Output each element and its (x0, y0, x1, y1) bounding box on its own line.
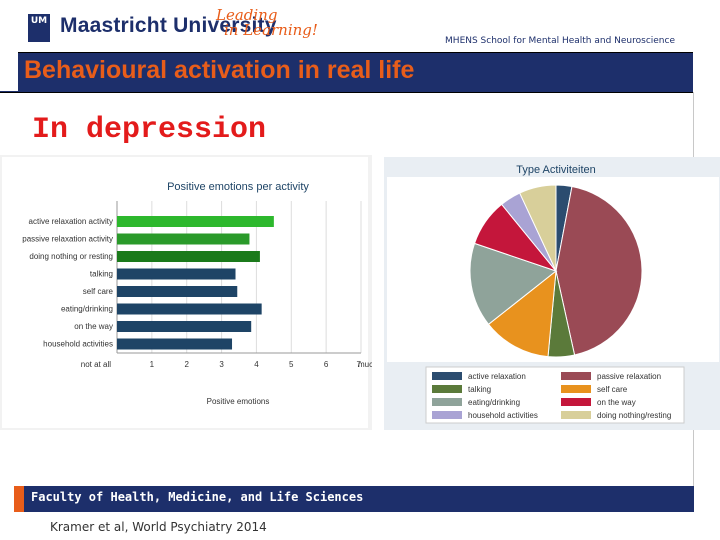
pie-legend-label: active relaxation (468, 372, 526, 381)
bar-tick-label: 5 (289, 360, 294, 369)
bar-tick-label: much (358, 360, 372, 369)
slogan-line-2: in Learning! (224, 21, 318, 39)
pie-legend-swatch (432, 411, 462, 419)
pie-legend-label: self care (597, 385, 628, 394)
slide-subtitle: In depression (32, 113, 267, 147)
bar (117, 216, 274, 227)
bar (117, 268, 236, 280)
bar (117, 251, 260, 262)
bar-chart-title: Positive emotions per activity (167, 181, 309, 193)
slogan-line-1: Leading (216, 6, 278, 24)
pie-legend-label: on the way (597, 398, 636, 407)
slide-title: Behavioural activation in real life (24, 56, 415, 84)
footer-accent (14, 486, 24, 512)
bar-category-label: doing nothing or resting (29, 252, 113, 261)
pie-legend-swatch (432, 385, 462, 393)
bar-chart: Positive emotions per activity active re… (0, 155, 372, 430)
bar (117, 286, 238, 297)
bar-tick-label: 3 (219, 360, 224, 369)
bar-tick-label: 4 (254, 360, 259, 369)
pie-slice (519, 184, 557, 272)
bar-category-label: on the way (74, 322, 113, 331)
bar-tick-label: not at all (81, 360, 111, 369)
bar-tick-label: 7 (357, 360, 362, 369)
pie-legend-swatch (561, 372, 591, 380)
bar-tick-label: 2 (184, 360, 189, 369)
bar-tick-label: 1 (150, 360, 155, 369)
pie-legend-label: household activities (468, 411, 538, 420)
bar-category-label: passive relaxation activity (22, 235, 113, 244)
title-bar-accent (0, 52, 18, 91)
pie-legend-label: eating/drinking (468, 398, 520, 407)
pie-legend-swatch (432, 398, 462, 406)
bar-category-label: eating/drinking (61, 305, 113, 314)
bar (117, 321, 252, 332)
citation: Kramer et al, World Psychiatry 2014 (50, 520, 267, 534)
pie-legend-swatch (432, 372, 462, 380)
bar-tick-label: 6 (324, 360, 329, 369)
bar (117, 338, 233, 350)
footer-bar (14, 486, 694, 512)
bar-category-label: talking (90, 270, 113, 279)
slogan: Leading in Learning! (216, 8, 318, 38)
pie-legend-label: passive relaxation (597, 372, 661, 381)
pie-legend-swatch (561, 398, 591, 406)
university-logo-icon: UM (28, 14, 50, 42)
bar-category-label: household activities (43, 340, 113, 349)
pie-slice (487, 269, 557, 358)
bar (117, 233, 250, 245)
pie-slice (469, 242, 558, 326)
bar-chart-xlabel: Positive emotions (207, 397, 270, 406)
pie-slice (555, 185, 643, 356)
bar (117, 303, 262, 315)
school-name: MHENS School for Mental Health and Neuro… (445, 36, 675, 46)
university-name: Maastricht University (60, 14, 277, 37)
pie-legend-swatch (561, 385, 591, 393)
title-bar (0, 52, 693, 93)
pie-legend-label: doing nothing/resting (597, 411, 671, 420)
pie-legend-box (425, 366, 685, 424)
pie-chart-title: Type Activiteiten (516, 164, 596, 176)
pie-legend-label: talking (468, 385, 491, 394)
faculty-name: Faculty of Health, Medicine, and Life Sc… (31, 490, 364, 504)
pie-chart: Type Activiteiten active relaxation passi… (384, 157, 720, 430)
pie-legend-swatch (561, 411, 591, 419)
bar-category-label: active relaxation activity (29, 217, 113, 226)
bar-category-label: self care (83, 287, 114, 296)
